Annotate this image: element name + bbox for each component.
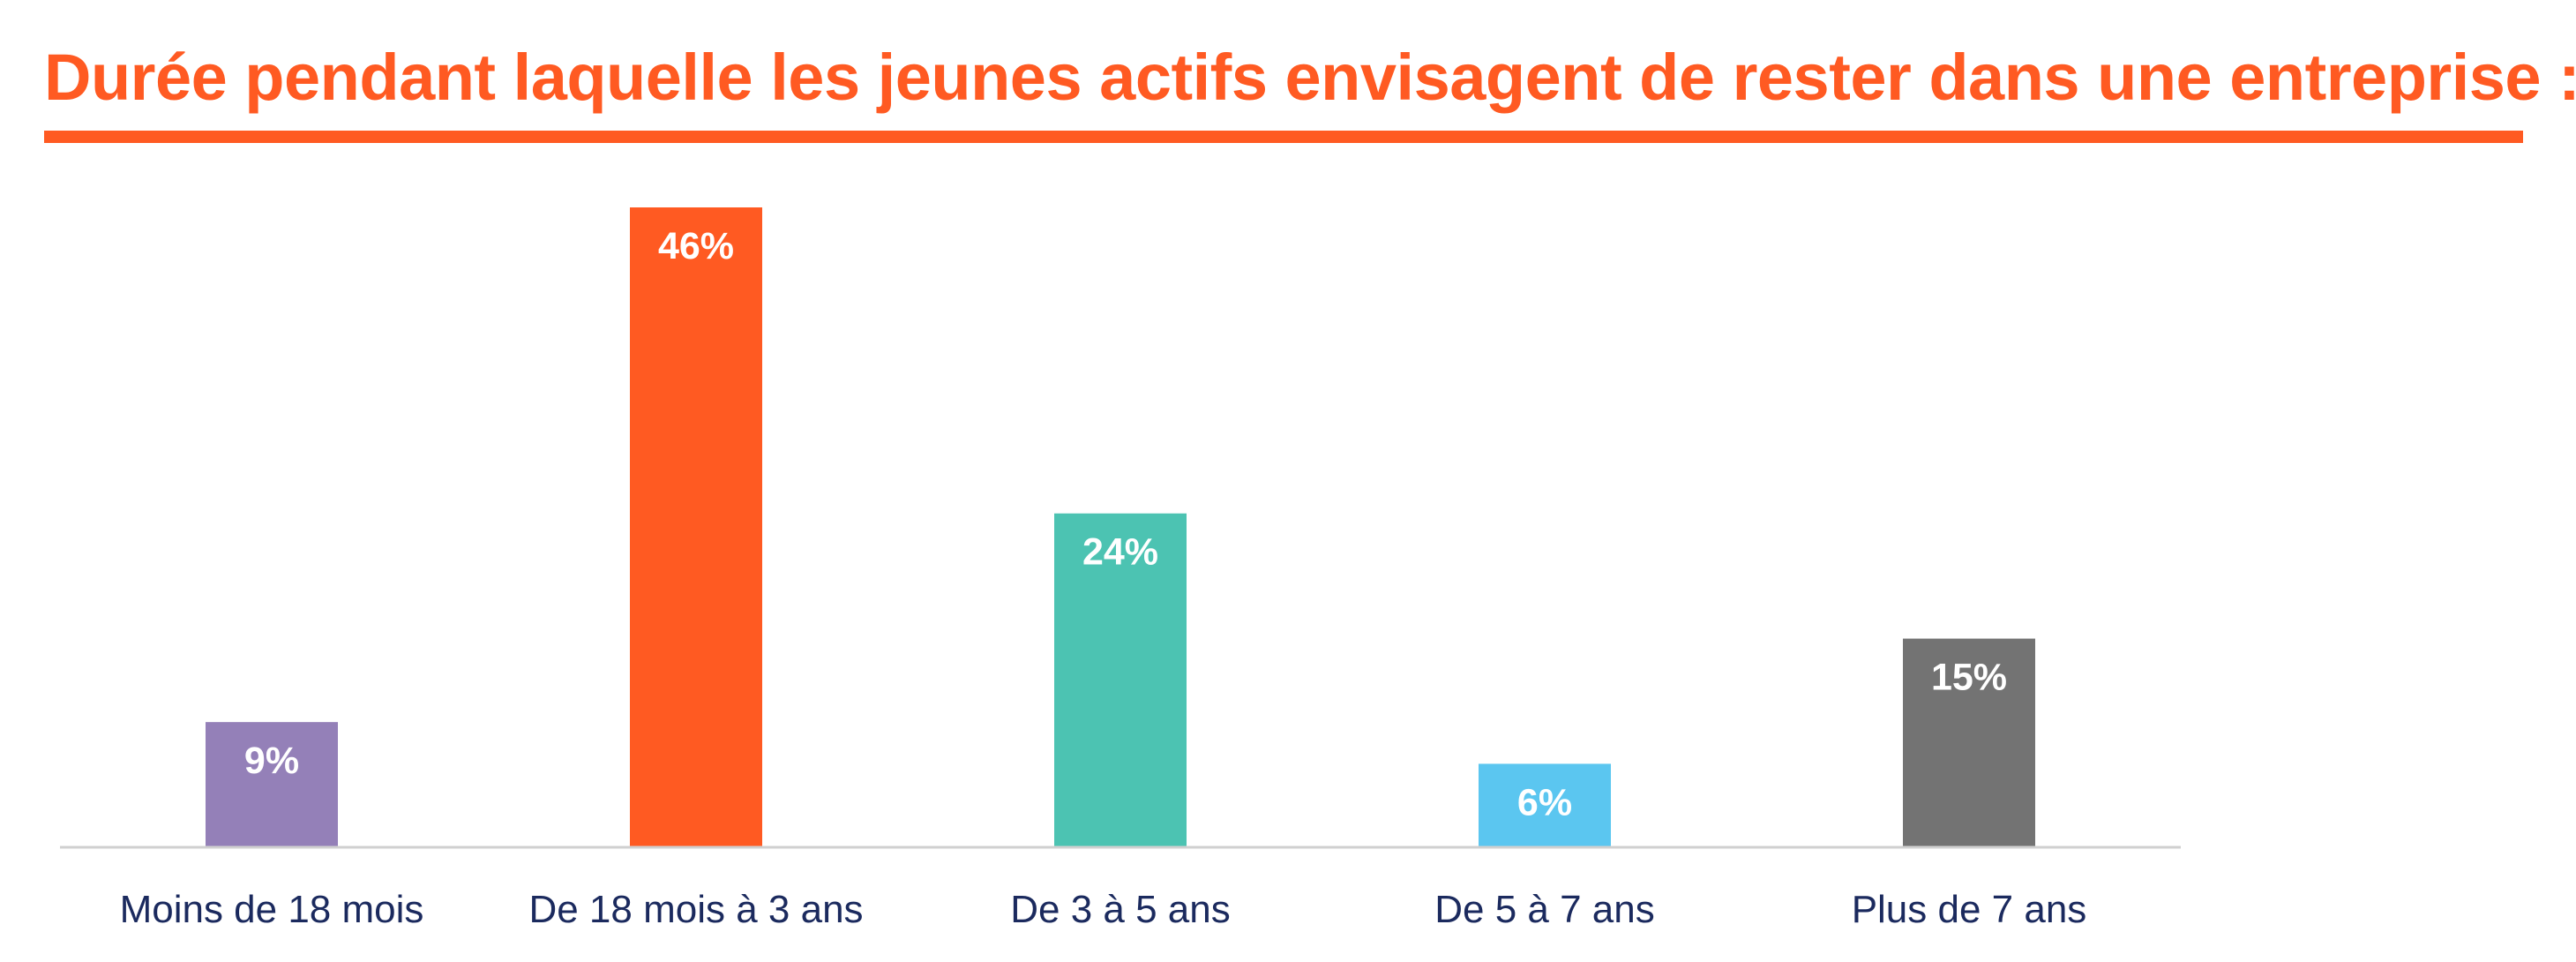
data-label-moins-de-18-mois: 9% xyxy=(244,740,299,782)
category-label-de-18-mois-a-3-ans: De 18 mois à 3 ans xyxy=(528,888,863,931)
category-label-moins-de-18-mois: Moins de 18 mois xyxy=(120,888,424,931)
bar-de-5-a-7-ans xyxy=(1479,763,1611,847)
data-label-de-5-a-7-ans: 6% xyxy=(1517,781,1572,823)
category-label-de-3-a-5-ans: De 3 à 5 ans xyxy=(1010,888,1231,931)
labels-group: 9% Moins de 18 mois 46% De 18 mois à 3 ans 2… xyxy=(120,225,2087,931)
bar-de-18-mois-a-3-ans xyxy=(630,207,762,847)
category-label-plus-de-7-ans: Plus de 7 ans xyxy=(1852,888,2087,931)
category-label-de-5-a-7-ans: De 5 à 7 ans xyxy=(1434,888,1655,931)
title-underline xyxy=(44,131,2523,143)
bars-group xyxy=(206,207,2035,847)
data-label-plus-de-7-ans: 15% xyxy=(1931,657,2007,699)
bar-de-3-a-5-ans xyxy=(1054,513,1187,847)
data-label-de-3-a-5-ans: 24% xyxy=(1082,531,1158,574)
bar-moins-de-18-mois xyxy=(206,722,338,847)
chart-title: Durée pendant laquelle les jeunes actifs… xyxy=(44,41,2576,114)
bar-plus-de-7-ans xyxy=(1903,638,2035,847)
data-label-de-18-mois-a-3-ans: 46% xyxy=(658,225,734,267)
